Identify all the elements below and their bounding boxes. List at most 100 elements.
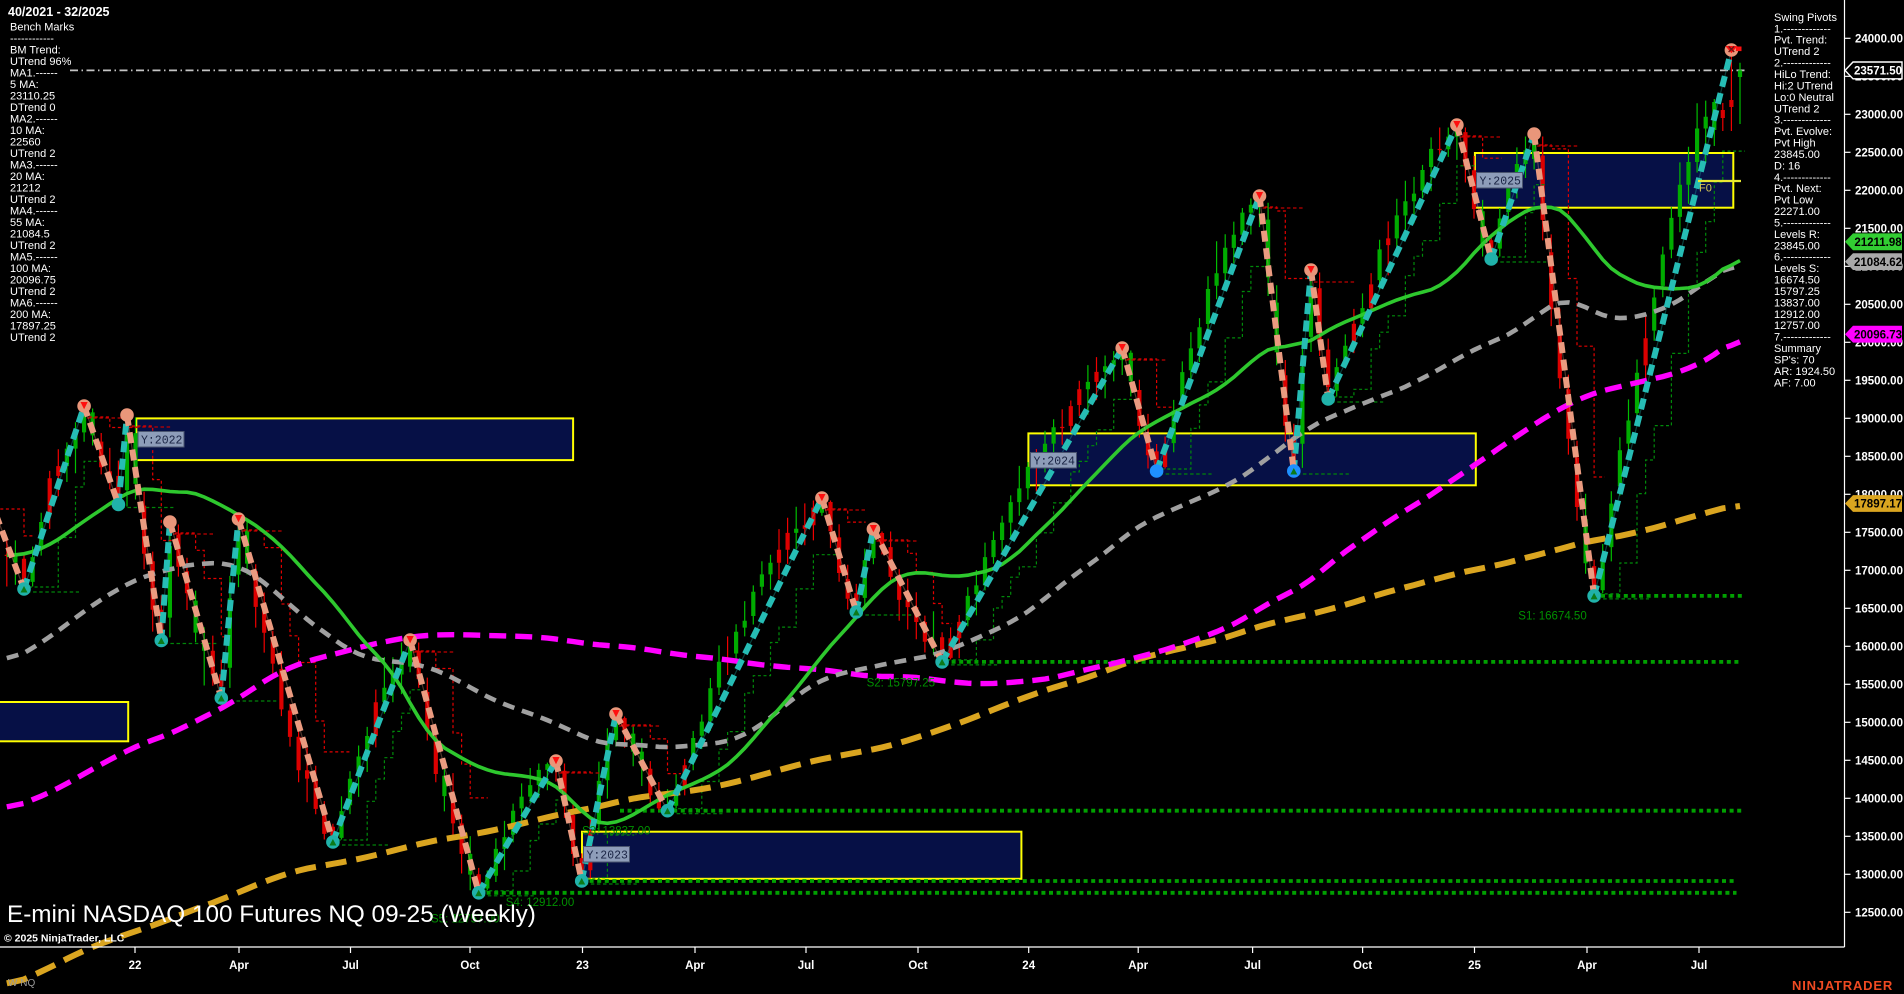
svg-text:22: 22 [129, 960, 142, 972]
svg-text:21084.5: 21084.5 [10, 229, 50, 241]
svg-text:21500.00: 21500.00 [1855, 223, 1903, 235]
svg-text:16674.50: 16674.50 [1774, 275, 1820, 287]
svg-text:3.-------------: 3.------------- [1774, 115, 1831, 127]
svg-text:UTrend 2: UTrend 2 [10, 240, 55, 252]
svg-text:20500.00: 20500.00 [1855, 299, 1903, 311]
svg-text:25: 25 [1468, 960, 1481, 972]
svg-text:23571.50: 23571.50 [1854, 66, 1902, 78]
svg-text:15000.00: 15000.00 [1855, 717, 1903, 729]
svg-text:21212: 21212 [10, 183, 41, 195]
svg-text:13000.00: 13000.00 [1855, 869, 1903, 881]
svg-text:24: 24 [1022, 960, 1035, 972]
svg-text:20096.73: 20096.73 [1854, 329, 1902, 341]
svg-text:7.-------------: 7.------------- [1774, 332, 1831, 344]
svg-text:24000.00: 24000.00 [1855, 33, 1903, 45]
svg-text:MA3.------: MA3.------ [10, 160, 58, 172]
svg-text:19000.00: 19000.00 [1855, 413, 1903, 425]
svg-text:18500.00: 18500.00 [1855, 451, 1903, 463]
svg-text:Levels S:: Levels S: [1774, 263, 1819, 275]
svg-text:UTrend 96%: UTrend 96% [10, 56, 72, 68]
svg-text:AF: 7.00: AF: 7.00 [1774, 377, 1816, 389]
svg-text:SP's: 70: SP's: 70 [1774, 355, 1815, 367]
svg-text:Pvt. Next:: Pvt. Next: [1774, 183, 1822, 195]
svg-text:23000.00: 23000.00 [1855, 109, 1903, 121]
svg-text:12500.00: 12500.00 [1855, 907, 1903, 919]
svg-text:S2: 15797.25: S2: 15797.25 [867, 678, 935, 690]
svg-text:1.-------------: 1.------------- [1774, 23, 1831, 35]
svg-text:HiLo Trend:: HiLo Trend: [1774, 69, 1831, 81]
svg-text:S1: 16674.50: S1: 16674.50 [1518, 611, 1586, 623]
svg-text:12757.00: 12757.00 [1774, 320, 1820, 332]
svg-text:4.-------------: 4.------------- [1774, 172, 1831, 184]
svg-text:22271.00: 22271.00 [1774, 206, 1820, 218]
svg-text:20096.75: 20096.75 [10, 275, 56, 287]
svg-text:100 MA:: 100 MA: [10, 263, 51, 275]
svg-text:Jul: Jul [1244, 960, 1261, 972]
svg-text:------------: ------------ [10, 33, 54, 45]
svg-text:Levels R:: Levels R: [1774, 229, 1820, 241]
svg-text:S3: 13837.00: S3: 13837.00 [582, 826, 650, 838]
svg-text:W NQ: W NQ [8, 978, 35, 989]
svg-text:14000.00: 14000.00 [1855, 793, 1903, 805]
svg-text:AR: 1924.50: AR: 1924.50 [1774, 366, 1835, 378]
svg-text:MA6.------: MA6.------ [10, 298, 58, 310]
svg-text:S4: 12912.00: S4: 12912.00 [506, 897, 574, 909]
svg-text:Y:2022: Y:2022 [141, 435, 183, 448]
svg-text:19500.00: 19500.00 [1855, 375, 1903, 387]
svg-text:Y:2025: Y:2025 [1480, 176, 1522, 189]
svg-text:Y:2023: Y:2023 [587, 850, 629, 863]
svg-text:200 MA:: 200 MA: [10, 309, 51, 321]
svg-text:21211.98: 21211.98 [1854, 237, 1902, 249]
svg-text:Hi:2 UTrend: Hi:2 UTrend [1774, 80, 1833, 92]
svg-text:MA5.------: MA5.------ [10, 252, 58, 264]
svg-text:UTrend 2: UTrend 2 [10, 332, 55, 344]
svg-text:22560: 22560 [10, 137, 41, 149]
svg-text:55 MA:: 55 MA: [10, 217, 45, 229]
svg-text:Jul: Jul [798, 960, 815, 972]
svg-text:23: 23 [576, 960, 589, 972]
svg-text:17897.17: 17897.17 [1854, 499, 1902, 511]
svg-text:5 MA:: 5 MA: [10, 79, 39, 91]
svg-text:22500.00: 22500.00 [1855, 147, 1903, 159]
svg-text:6.-------------: 6.------------- [1774, 252, 1831, 264]
svg-text:10 MA:: 10 MA: [10, 125, 45, 137]
svg-text:5.-------------: 5.------------- [1774, 218, 1831, 230]
svg-text:15500.00: 15500.00 [1855, 679, 1903, 691]
svg-text:13837.00: 13837.00 [1774, 297, 1820, 309]
svg-text:Oct: Oct [908, 960, 927, 972]
svg-text:Jul: Jul [342, 960, 359, 972]
svg-text:Pvt Low: Pvt Low [1774, 195, 1813, 207]
svg-text:Apr: Apr [229, 960, 249, 972]
svg-text:15797.25: 15797.25 [1774, 286, 1820, 298]
svg-text:F0: F0 [1699, 183, 1712, 195]
svg-text:20 MA:: 20 MA: [10, 171, 45, 183]
svg-text:Oct: Oct [460, 960, 479, 972]
svg-text:Apr: Apr [1577, 960, 1597, 972]
svg-text:23845.00: 23845.00 [1774, 240, 1820, 252]
svg-text:MA1.------: MA1.------ [10, 68, 58, 80]
svg-text:Y:2024: Y:2024 [1034, 456, 1076, 469]
svg-text:E-mini NASDAQ 100 Futures NQ 0: E-mini NASDAQ 100 Futures NQ 09-25 (Week… [7, 901, 536, 928]
svg-text:22000.00: 22000.00 [1855, 185, 1903, 197]
svg-text:Swing Pivots: Swing Pivots [1774, 12, 1837, 24]
svg-text:40/2021 - 32/2025: 40/2021 - 32/2025 [8, 5, 110, 19]
svg-text:Apr: Apr [1128, 960, 1148, 972]
svg-text:UTrend 2: UTrend 2 [1774, 103, 1819, 115]
svg-text:17500.00: 17500.00 [1855, 527, 1903, 539]
svg-text:© 2025 NinjaTrader, LLC: © 2025 NinjaTrader, LLC [4, 933, 125, 945]
svg-text:S5: 12757.00: S5: 12757.00 [431, 914, 499, 926]
svg-text:14500.00: 14500.00 [1855, 755, 1903, 767]
svg-text:17000.00: 17000.00 [1855, 565, 1903, 577]
svg-text:21084.62: 21084.62 [1854, 257, 1902, 269]
svg-text:17897.25: 17897.25 [10, 321, 56, 333]
svg-text:D: 16: D: 16 [1774, 160, 1800, 172]
svg-text:NINJATRADER: NINJATRADER [1792, 978, 1893, 993]
svg-text:Oct: Oct [1353, 960, 1372, 972]
svg-text:BM Trend:: BM Trend: [10, 45, 61, 57]
svg-text:Lo:0 Neutral: Lo:0 Neutral [1774, 92, 1834, 104]
svg-text:DTrend 0: DTrend 0 [10, 102, 55, 114]
svg-text:Bench Marks: Bench Marks [10, 22, 75, 34]
svg-text:2.-------------: 2.------------- [1774, 58, 1831, 70]
svg-text:Summary: Summary [1774, 343, 1822, 355]
svg-text:13500.00: 13500.00 [1855, 831, 1903, 843]
